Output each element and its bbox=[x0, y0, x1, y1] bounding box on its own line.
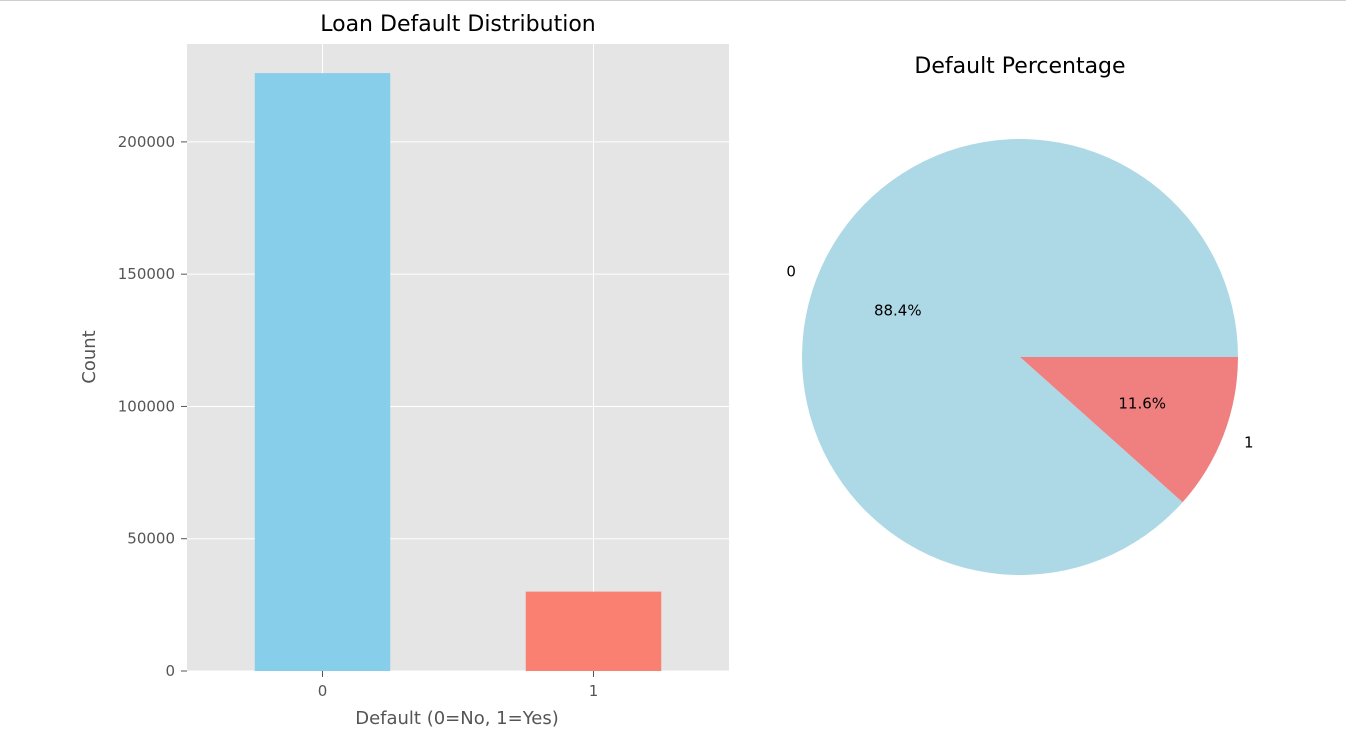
pie-slice-0 bbox=[802, 138, 1238, 575]
pie-label-0: 0 bbox=[786, 263, 796, 281]
x-tick-label: 0 bbox=[318, 682, 328, 700]
x-axis-label: Default (0=No, 1=Yes) bbox=[355, 708, 559, 729]
y-tick-label: 0 bbox=[165, 662, 175, 680]
x-tick-label: 1 bbox=[589, 682, 599, 700]
y-tick-label: 100000 bbox=[118, 397, 175, 415]
bar-1 bbox=[525, 591, 662, 671]
y-tick-label: 50000 bbox=[127, 530, 175, 548]
bar-series bbox=[254, 73, 662, 672]
bar-chart-title: Loan Default Distribution bbox=[320, 12, 595, 37]
pie-slices bbox=[802, 138, 1238, 575]
pie-chart: Default Percentage 0 88.4% 1 11.6% bbox=[786, 54, 1254, 575]
pie-labels: 0 88.4% 1 11.6% bbox=[786, 263, 1253, 452]
pie-percent-0: 88.4% bbox=[874, 301, 922, 319]
pie-slice-1 bbox=[1020, 357, 1238, 503]
pie-percent-1: 11.6% bbox=[1118, 395, 1166, 413]
top-border bbox=[0, 0, 1346, 1]
y-axis-label: Count bbox=[79, 330, 100, 383]
y-tick-label: 150000 bbox=[118, 265, 175, 283]
bar-0 bbox=[254, 73, 391, 672]
y-axis-ticks: 0 50000 100000 150000 200000 bbox=[118, 133, 187, 680]
pie-label-1: 1 bbox=[1244, 433, 1254, 451]
y-tick-label: 200000 bbox=[118, 133, 175, 151]
pie-chart-title: Default Percentage bbox=[914, 54, 1125, 79]
